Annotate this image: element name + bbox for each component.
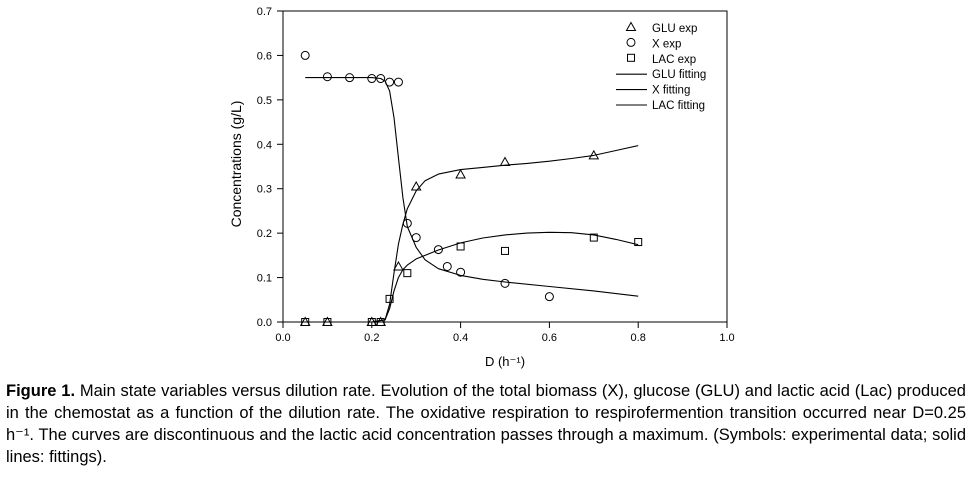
x-exp-point — [456, 267, 466, 277]
legend-lac-exp-label: LAC exp — [652, 54, 696, 66]
x-axis-label: D (h⁻¹) — [485, 354, 525, 369]
lac-fitting-line — [305, 231, 639, 323]
chart: 0.0 0.1 0.2 0.3 0.4 0.5 0.6 0.7 0.0 0.2 0.4 0.6 0.8… — [228, 6, 735, 369]
legend-glu-exp-label: GLU exp — [652, 23, 697, 35]
y-axis-label: Concentrations (g/L) — [228, 101, 244, 228]
y-axis-ticks: 0.0 0.1 0.2 0.3 0.4 0.5 0.6 0.7 — [257, 6, 283, 329]
legend-x-exp-symbol — [626, 37, 636, 47]
x-fitting-line — [305, 77, 639, 297]
plot-frame — [282, 10, 728, 323]
glu-exp-point — [455, 168, 466, 179]
x-exp-point — [442, 261, 452, 271]
legend-x-fitting-label: X fitting — [652, 85, 690, 97]
glu-exp-point — [410, 180, 422, 191]
y-tick-label: 0.1 — [257, 273, 272, 285]
lac-exp-point — [323, 318, 332, 326]
legend-glu-fitting-label: GLU fitting — [652, 69, 706, 81]
lac-exp-point — [301, 318, 310, 326]
x-exp-point — [500, 278, 510, 288]
y-tick-label: 0.2 — [257, 228, 272, 240]
caption-lead: Figure 1. — [6, 382, 76, 400]
x-exp-point — [393, 77, 403, 87]
fitting-lines — [305, 77, 639, 323]
figure-caption: Figure 1. Main state variables versus di… — [6, 380, 966, 468]
x-axis-ticks: 0.0 0.2 0.4 0.6 0.8 1.0 — [275, 322, 735, 344]
glu-exp-point — [588, 149, 600, 160]
y-tick-label: 0.7 — [257, 6, 272, 18]
glu-exp-point — [393, 260, 404, 271]
lac-exp-point — [634, 238, 643, 247]
x-exp-point — [544, 292, 554, 302]
y-tick-label: 0.0 — [257, 317, 272, 329]
x-exp-point — [300, 50, 310, 60]
lac-exp-point — [589, 233, 598, 242]
x-tick-label: 1.0 — [719, 332, 734, 344]
x-tick-label: 0.0 — [275, 332, 290, 344]
y-tick-label: 0.3 — [257, 184, 272, 196]
y-tick-label: 0.6 — [257, 50, 272, 62]
x-exp-point — [385, 77, 395, 87]
x-tick-label: 0.4 — [453, 332, 468, 344]
x-exp-point — [322, 72, 332, 82]
x-exp-point — [345, 73, 355, 83]
glu-fitting-line — [305, 145, 639, 323]
glu-exp-point — [499, 156, 511, 167]
caption-text: Main state variables versus dilution rat… — [6, 382, 966, 466]
lac-exp-point — [367, 318, 376, 326]
y-tick-label: 0.4 — [257, 139, 272, 151]
x-tick-label: 0.8 — [631, 332, 646, 344]
x-tick-label: 0.2 — [364, 332, 379, 344]
lac-exp-point — [403, 269, 412, 278]
x-exp-point — [411, 233, 421, 243]
experimental-points — [299, 50, 643, 326]
plot-border — [282, 10, 728, 323]
lac-exp-point — [385, 294, 394, 303]
legend: GLU exp X exp LAC exp GLU fitting X fitting L… — [616, 21, 706, 112]
legend-glu-exp-symbol — [625, 21, 637, 31]
x-tick-label: 0.6 — [542, 332, 557, 344]
legend-x-exp-label: X exp — [652, 38, 681, 50]
lac-exp-point — [456, 242, 465, 251]
x-exp-point — [367, 74, 377, 84]
lac-exp-point — [376, 318, 385, 326]
legend-lac-exp-symbol — [627, 53, 635, 62]
x-exp-point — [433, 245, 443, 255]
lac-exp-point — [501, 246, 509, 255]
legend-lac-fitting-label: LAC fitting — [652, 100, 705, 112]
x-exp-point — [376, 74, 386, 84]
x-exp-point — [402, 218, 412, 228]
y-tick-label: 0.5 — [257, 95, 272, 107]
